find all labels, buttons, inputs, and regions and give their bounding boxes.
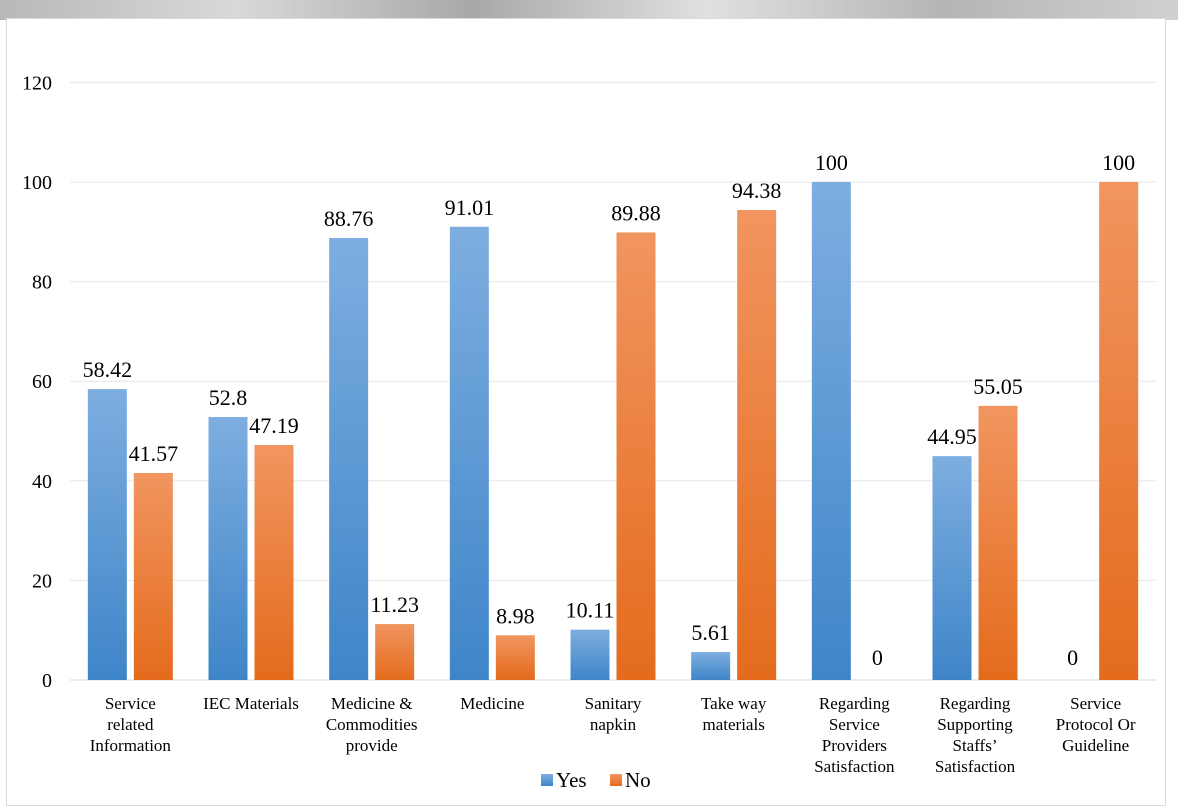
data-label-yes-4: 91.01	[445, 195, 495, 220]
y-tick-label: 0	[42, 670, 52, 692]
x-category-label-1: Service related Information	[90, 694, 172, 755]
data-label-yes-1: 58.42	[83, 357, 133, 382]
gridlines	[70, 81, 1156, 681]
data-label-no-9: 100	[1102, 150, 1135, 175]
bar-yes-5	[570, 629, 610, 680]
bar-no-1	[133, 472, 173, 680]
legend-swatch-no	[610, 774, 622, 786]
data-label-yes-7: 100	[815, 150, 848, 175]
data-label-no-2: 47.19	[249, 413, 299, 438]
bar-no-3	[375, 624, 415, 680]
y-tick-label: 100	[22, 172, 52, 194]
y-tick-label: 40	[32, 471, 52, 493]
x-category-label-6: Take way materials	[701, 694, 767, 734]
x-category-label-8: Regarding Supporting Staffs’ Satisfaction	[935, 694, 1016, 776]
y-tick-label: 20	[32, 570, 52, 592]
bar-no-5	[616, 232, 656, 681]
data-label-yes-3: 88.76	[324, 206, 374, 231]
x-category-label-5: Sanitary napkin	[585, 694, 642, 734]
data-label-no-6: 94.38	[732, 178, 782, 203]
data-label-yes-9: 0	[1067, 645, 1078, 670]
legend: Yes No	[541, 768, 651, 792]
y-tick-label: 120	[22, 72, 52, 94]
legend-label-no: No	[625, 768, 651, 792]
x-category-label-9: Service Protocol Or Guideline	[1056, 694, 1136, 755]
y-axis-tick-labels: 0 20 40 60 80 100 120	[22, 72, 52, 692]
x-category-label-4: Medicine	[460, 694, 524, 713]
bar-yes-8	[932, 456, 972, 680]
bar-yes-6	[691, 652, 731, 680]
data-label-yes-6: 5.61	[691, 620, 730, 645]
bar-no-4	[495, 635, 535, 680]
x-category-label-3: Medicine & Commodities provide	[326, 694, 418, 755]
bar-yes-1	[87, 389, 127, 680]
bar-no-9	[1099, 182, 1139, 680]
bar-yes-7	[811, 182, 851, 680]
y-tick-label: 80	[32, 272, 52, 294]
data-label-yes-8: 44.95	[927, 424, 977, 449]
data-labels: 58.42 52.8 88.76 91.01 10.11 5.61 100 44.95 0 41.…	[83, 150, 1136, 670]
data-label-no-8: 55.05	[973, 374, 1023, 399]
legend-label-yes: Yes	[556, 768, 587, 792]
bar-no-6	[737, 209, 777, 680]
data-label-no-5: 89.88	[611, 200, 661, 225]
data-label-yes-2: 52.8	[209, 385, 248, 410]
bar-yes-3	[329, 237, 369, 680]
x-category-label-7: Regarding Service Providers Satisfaction	[814, 694, 895, 776]
bar-yes-2	[208, 417, 248, 680]
bar-no-8	[978, 405, 1018, 680]
bars	[87, 182, 1139, 681]
data-label-yes-5: 10.11	[566, 598, 615, 623]
legend-swatch-yes	[541, 774, 553, 786]
data-label-no-1: 41.57	[129, 441, 179, 466]
bar-no-2	[254, 444, 294, 680]
x-axis-category-labels: Service related Information IEC Materials Me…	[90, 694, 1136, 776]
data-label-no-3: 11.23	[370, 592, 419, 617]
data-label-no-7: 0	[872, 645, 883, 670]
bar-yes-4	[449, 226, 489, 680]
x-category-label-2: IEC Materials	[203, 694, 299, 713]
data-label-no-4: 8.98	[496, 603, 535, 628]
header-image-strip	[0, 0, 1178, 20]
y-tick-label: 60	[32, 371, 52, 393]
